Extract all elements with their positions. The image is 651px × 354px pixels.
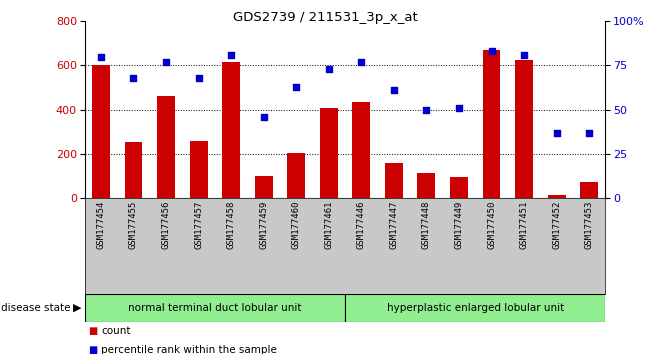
Text: GSM177452: GSM177452 [552,201,561,250]
Text: GSM177448: GSM177448 [422,201,431,250]
Point [389,87,399,93]
Point [324,66,334,72]
Text: GSM177449: GSM177449 [454,201,464,250]
Text: GSM177459: GSM177459 [259,201,268,250]
Text: GSM177454: GSM177454 [96,201,105,250]
Point [96,54,106,59]
Point [421,107,432,113]
Point [291,84,301,90]
Text: GSM177451: GSM177451 [519,201,529,250]
Bar [547,195,566,198]
Text: GSM177461: GSM177461 [324,201,333,250]
Point [226,52,236,58]
Text: GSM177455: GSM177455 [129,201,138,250]
Point [551,130,562,136]
Point [454,105,464,111]
Text: GSM177460: GSM177460 [292,201,301,250]
Bar [287,153,305,198]
Bar [222,62,240,198]
Bar [85,294,345,322]
Text: percentile rank within the sample: percentile rank within the sample [101,346,277,354]
Text: GSM177447: GSM177447 [389,201,398,250]
Point [519,52,529,58]
Point [356,59,367,65]
Text: GSM177453: GSM177453 [585,201,594,250]
Bar [157,97,175,198]
Text: GDS2739 / 211531_3p_x_at: GDS2739 / 211531_3p_x_at [233,11,418,24]
Bar [189,141,208,198]
Bar [124,142,143,198]
Point [193,75,204,81]
Text: GSM177450: GSM177450 [487,201,496,250]
Text: GSM177446: GSM177446 [357,201,366,250]
Text: disease state: disease state [1,303,70,313]
Text: ■: ■ [88,346,97,354]
Bar [417,173,436,198]
Bar [385,163,403,198]
Text: count: count [101,326,130,336]
Bar [255,176,273,198]
Text: hyperplastic enlarged lobular unit: hyperplastic enlarged lobular unit [387,303,564,313]
Bar [580,182,598,198]
Point [161,59,171,65]
Point [584,130,594,136]
Bar [352,102,370,198]
Bar [515,60,533,198]
Point [128,75,139,81]
Point [258,114,269,120]
Bar [320,108,338,198]
Text: GSM177458: GSM177458 [227,201,236,250]
Bar [482,50,501,198]
Text: GSM177457: GSM177457 [194,201,203,250]
Text: normal terminal duct lobular unit: normal terminal duct lobular unit [128,303,301,313]
Point [486,48,497,54]
Bar [450,177,468,198]
Bar [92,65,110,198]
Text: GSM177456: GSM177456 [161,201,171,250]
Text: ■: ■ [88,326,97,336]
Bar [345,294,605,322]
Text: ▶: ▶ [73,303,81,313]
